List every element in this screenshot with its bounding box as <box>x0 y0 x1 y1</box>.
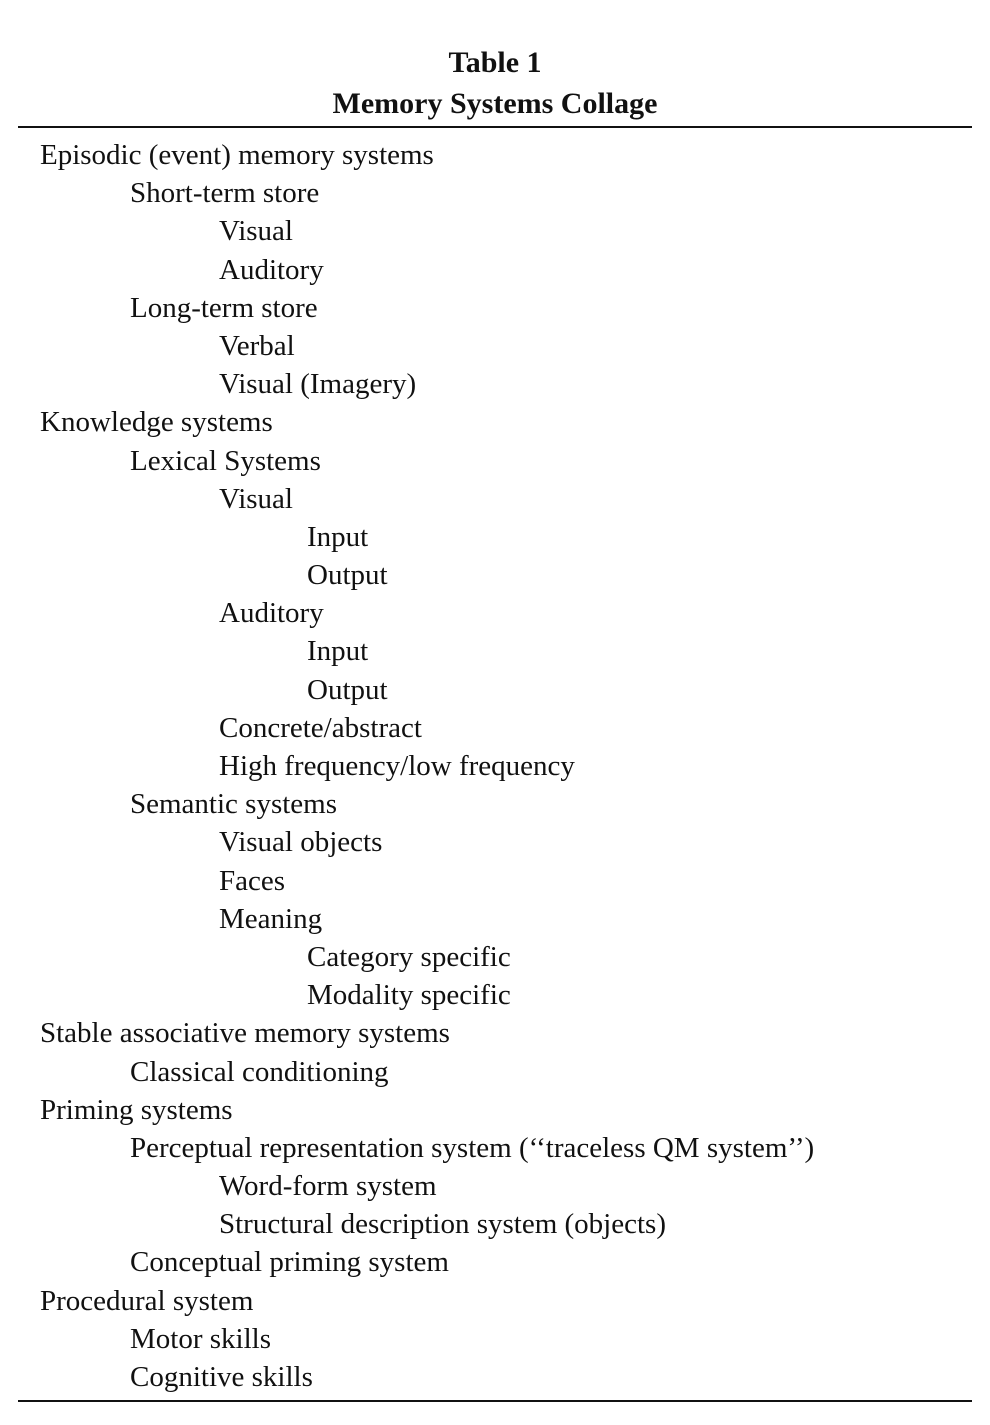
list-item: Input <box>307 520 369 553</box>
list-item: Structural description system (objects) <box>219 1208 666 1241</box>
list-item: Faces <box>219 864 286 897</box>
list-item: Stable associative memory systems <box>40 1017 450 1050</box>
list-item: Visual (Imagery) <box>219 368 417 401</box>
list-item: Priming systems <box>40 1093 233 1126</box>
list-item: Long-term store <box>130 291 318 324</box>
list-item: Knowledge systems <box>40 406 273 439</box>
list-item: Meaning <box>219 902 323 935</box>
top-rule <box>18 126 972 128</box>
list-item: Auditory <box>219 253 324 286</box>
table-caption: Memory Systems Collage <box>332 87 658 120</box>
list-item: Cognitive skills <box>130 1361 313 1393</box>
list-item: Perceptual representation system (‘‘trac… <box>130 1131 815 1164</box>
list-item: Short-term store <box>130 177 320 210</box>
list-item: Verbal <box>219 329 295 362</box>
list-item: Output <box>307 559 388 592</box>
list-item: Modality specific <box>307 979 511 1012</box>
list-item: High frequency/low frequency <box>219 750 575 782</box>
list-item: Conceptual priming system <box>130 1246 449 1279</box>
list-item: Motor skills <box>130 1322 271 1355</box>
list-item: Lexical Systems <box>130 444 321 477</box>
list-item: Output <box>307 673 388 706</box>
list-item: Procedural system <box>40 1284 254 1317</box>
list-item: Input <box>307 635 369 668</box>
list-item: Word-form system <box>219 1170 437 1203</box>
memory-systems-list: Episodic (event) memory systems Short-ter… <box>0 136 814 1396</box>
list-item: Semantic systems <box>130 788 338 821</box>
list-item: Visual <box>219 482 293 515</box>
list-item: Episodic (event) memory systems <box>40 139 434 171</box>
list-item: Concrete/abstract <box>219 711 422 744</box>
list-item: Classical conditioning <box>130 1055 389 1088</box>
table-label: Table 1 <box>448 46 542 79</box>
list-item: Auditory <box>219 597 324 630</box>
list-item: Category specific <box>307 940 511 973</box>
list-item: Visual objects <box>219 826 383 859</box>
list-item: Visual <box>219 215 293 248</box>
bottom-rule <box>18 1400 972 1402</box>
